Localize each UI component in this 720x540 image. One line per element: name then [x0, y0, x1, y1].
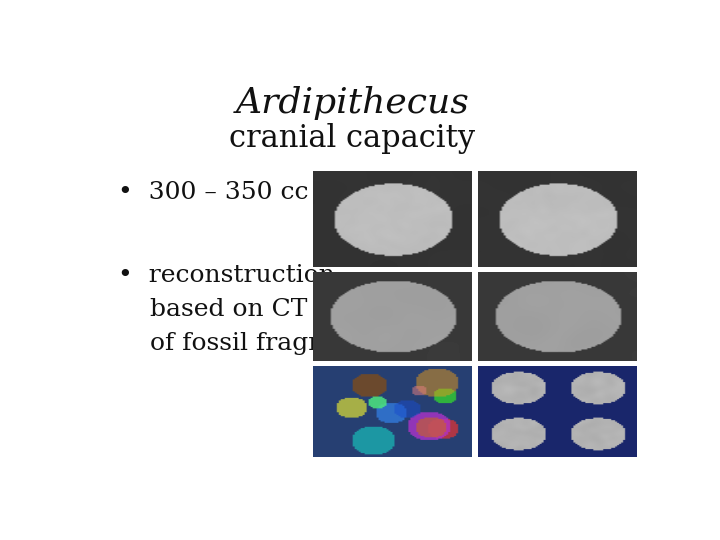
Text: Ardipithecus: Ardipithecus	[235, 85, 469, 119]
Text: cranial capacity: cranial capacity	[229, 123, 475, 154]
Text: •  300 – 350 cc: • 300 – 350 cc	[118, 181, 308, 204]
Text: •  reconstruction
    based on CT scans
    of fossil fragments: • reconstruction based on CT scans of fo…	[118, 265, 386, 355]
